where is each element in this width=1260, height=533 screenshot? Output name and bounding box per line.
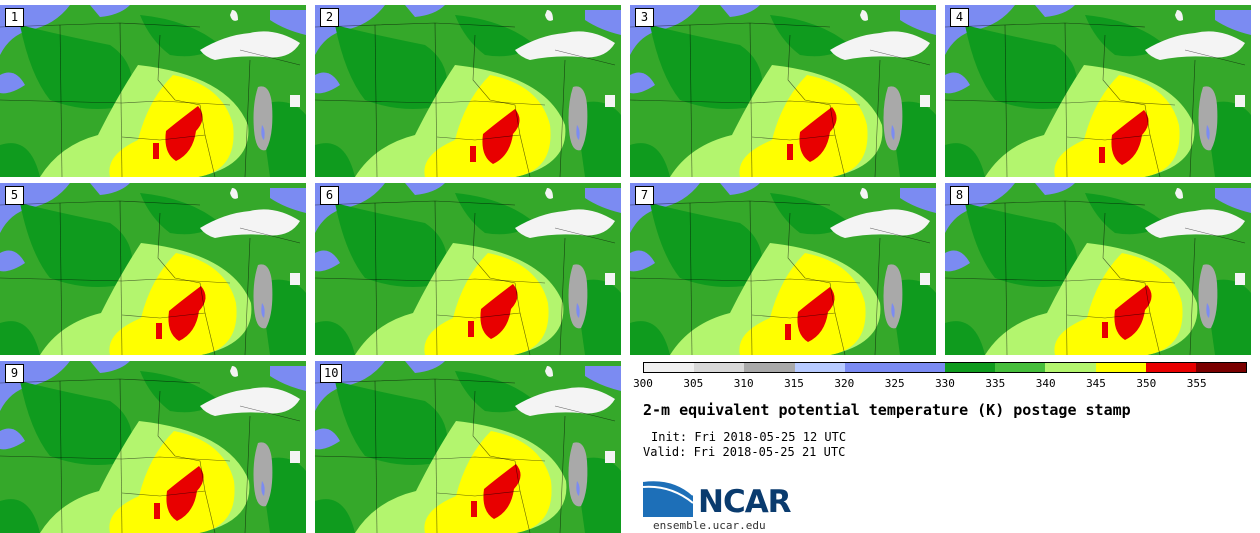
map — [0, 361, 306, 533]
panel-number-label: 9 — [5, 364, 24, 383]
colorbar-tick-label: 300 — [633, 377, 653, 390]
colorbar-tick-label: 335 — [985, 377, 1006, 390]
colorbar-tick-label: 315 — [784, 377, 804, 390]
map — [315, 361, 621, 533]
ensemble-member-panel: 2 — [315, 5, 621, 177]
colorbar-segment — [644, 363, 695, 372]
colorbar-ticks: 300 305 310 315 320 325 330 335 340 345 350 355 — [633, 377, 1247, 391]
site-url: ensemble.ucar.edu — [653, 519, 766, 532]
ensemble-member-panel: 1 — [0, 5, 306, 177]
map — [315, 5, 621, 177]
colorbar-segment — [744, 363, 795, 372]
ensemble-member-panel: 5 — [0, 183, 306, 355]
ncar-logo-icon — [643, 479, 694, 517]
colorbar-segment — [945, 363, 996, 372]
colorbar-segment — [794, 363, 845, 372]
ensemble-member-panel: 9 — [0, 361, 306, 533]
ensemble-member-panel: 3 — [630, 5, 936, 177]
colorbar-segment — [1195, 363, 1247, 372]
colorbar-tick-label: 355 — [1186, 377, 1207, 390]
ensemble-member-panel: 6 — [315, 183, 621, 355]
map — [945, 183, 1251, 355]
colorbar-tick-label: 340 — [1035, 377, 1056, 390]
panel-number-label: 4 — [950, 8, 969, 27]
colorbar-segment — [694, 363, 745, 372]
panel-number-label: 5 — [5, 186, 24, 205]
colorbar — [643, 362, 1247, 373]
panel-number-label: 10 — [320, 364, 343, 383]
map — [630, 183, 936, 355]
figure-title: 2-m equivalent potential temperature (K)… — [643, 401, 1131, 419]
map — [0, 5, 306, 177]
colorbar-segment — [894, 363, 946, 372]
ensemble-member-panel: 8 — [945, 183, 1251, 355]
colorbar-tick-label: 330 — [935, 377, 955, 390]
map — [630, 5, 936, 177]
panel-number-label: 3 — [635, 8, 654, 27]
colorbar-segment — [1045, 363, 1096, 372]
panel-number-label: 6 — [320, 186, 339, 205]
map — [945, 5, 1251, 177]
colorbar-segment — [844, 363, 895, 372]
ensemble-member-panel: 10 — [315, 361, 621, 533]
panel-number-label: 8 — [950, 186, 969, 205]
colorbar-segment — [995, 363, 1046, 372]
ensemble-member-panel: 4 — [945, 5, 1251, 177]
map — [0, 183, 306, 355]
colorbar-tick-label: 325 — [884, 377, 905, 390]
colorbar-tick-label: 310 — [733, 377, 754, 390]
colorbar-tick-label: 320 — [834, 377, 855, 390]
colorbar-tick-label: 305 — [683, 377, 704, 390]
ensemble-member-panel: 7 — [630, 183, 936, 355]
logo-text: NCAR — [698, 484, 792, 520]
colorbar-tick-label: 350 — [1136, 377, 1157, 390]
colorbar-segment — [1095, 363, 1146, 372]
init-time: Init: Fri 2018-05-25 12 UTC — [651, 430, 847, 444]
panel-number-label: 2 — [320, 8, 339, 27]
colorbar-tick-label: 345 — [1086, 377, 1106, 390]
colorbar-segment — [1145, 363, 1196, 372]
valid-time: Valid: Fri 2018-05-25 21 UTC — [643, 445, 846, 459]
panel-number-label: 7 — [635, 186, 654, 205]
map — [315, 183, 621, 355]
panel-number-label: 1 — [5, 8, 24, 27]
